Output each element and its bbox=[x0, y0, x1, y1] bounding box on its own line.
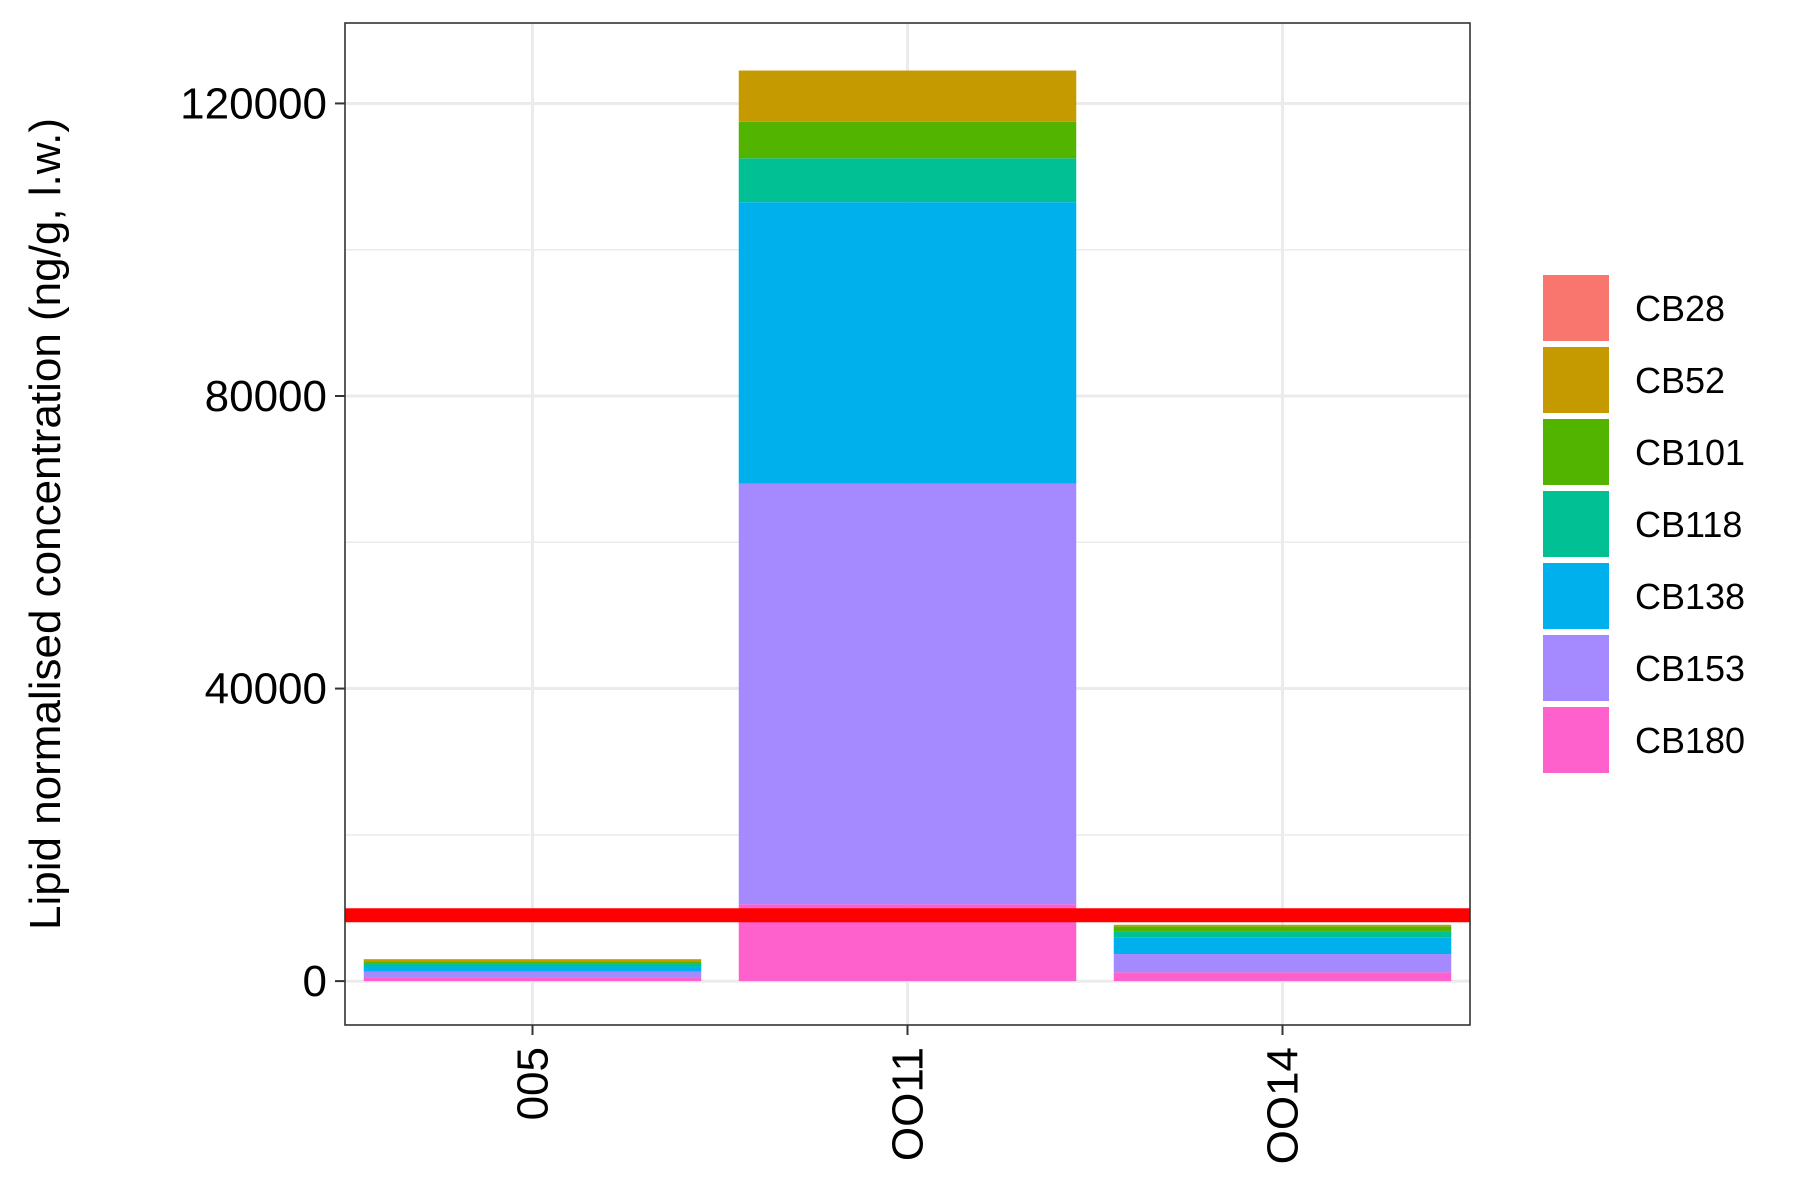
legend-label-cb28: CB28 bbox=[1635, 288, 1725, 329]
legend-label-cb52: CB52 bbox=[1635, 360, 1725, 401]
bar-segment-cb52-005 bbox=[363, 959, 702, 962]
bar-segment-cb52-oo14 bbox=[1113, 924, 1452, 927]
bar-segment-cb138-005 bbox=[363, 966, 702, 972]
legend-label-cb118: CB118 bbox=[1635, 504, 1742, 545]
y-tick-label: 120000 bbox=[180, 79, 327, 128]
x-tick-label: OO11 bbox=[884, 1047, 933, 1161]
legend-key-cb28 bbox=[1543, 275, 1609, 341]
legend-key-cb52 bbox=[1543, 347, 1609, 413]
bar-segment-cb153-005 bbox=[363, 971, 702, 978]
legend-label-cb153: CB153 bbox=[1635, 648, 1745, 689]
bar-segment-cb138-oo14 bbox=[1113, 937, 1452, 955]
bar-segment-cb118-oo14 bbox=[1113, 931, 1452, 938]
legend-key-cb153 bbox=[1543, 635, 1609, 701]
bar-segment-cb138-oo11 bbox=[738, 202, 1077, 484]
bar-segment-cb180-oo14 bbox=[1113, 972, 1452, 982]
legend-label-cb101: CB101 bbox=[1635, 432, 1745, 473]
bars bbox=[363, 70, 1452, 982]
x-tick-label: 005 bbox=[509, 1047, 558, 1120]
y-tick-label: 0 bbox=[303, 957, 327, 1006]
legend-label-cb138: CB138 bbox=[1635, 576, 1745, 617]
legend-key-cb138 bbox=[1543, 563, 1609, 629]
legend-label-cb180: CB180 bbox=[1635, 720, 1745, 761]
legend-key-cb180 bbox=[1543, 707, 1609, 773]
bar-segment-cb118-005 bbox=[363, 963, 702, 967]
y-axis-title: Lipid normalised concentration (ng/g, l.… bbox=[21, 118, 70, 930]
bar-segment-cb101-oo11 bbox=[738, 121, 1077, 159]
bar-segment-cb101-oo14 bbox=[1113, 926, 1452, 932]
x-tick-label: OO14 bbox=[1259, 1047, 1308, 1164]
bar-segment-cb101-005 bbox=[363, 961, 702, 964]
bar-segment-cb153-oo11 bbox=[738, 483, 1077, 905]
legend-key-cb118 bbox=[1543, 491, 1609, 557]
legend: CB28 CB52 CB101 CB118 CB138 CB153 CB180 bbox=[1543, 275, 1745, 773]
y-tick-label: 80000 bbox=[205, 372, 327, 421]
bar-segment-cb52-oo11 bbox=[738, 70, 1077, 122]
bar-segment-cb118-oo11 bbox=[738, 158, 1077, 203]
bar-segment-cb153-oo14 bbox=[1113, 954, 1452, 973]
axes: 0 40000 80000 120000 005 OO11 OO14 bbox=[180, 79, 1307, 1164]
legend-key-cb101 bbox=[1543, 419, 1609, 485]
y-tick-label: 40000 bbox=[205, 665, 327, 714]
bar-segment-cb180-005 bbox=[363, 977, 702, 982]
